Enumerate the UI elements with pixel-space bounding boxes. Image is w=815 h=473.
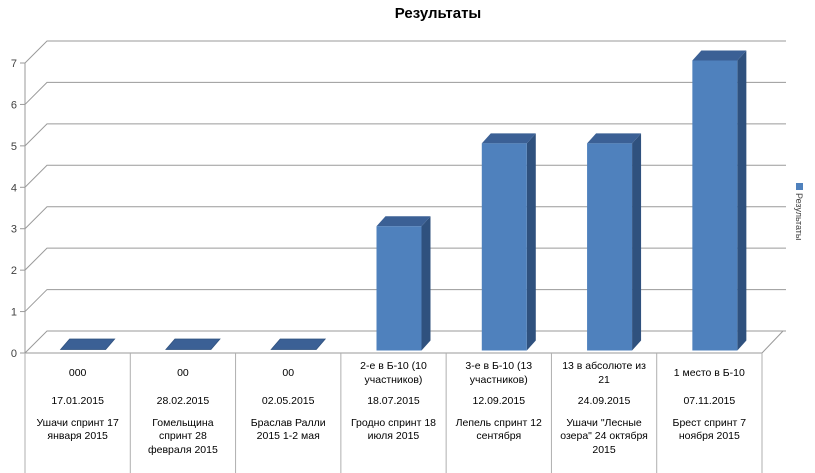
category-event-label: Браслав Ралли 2015 1-2 мая <box>250 416 326 443</box>
category-date-label: 02.05.2015 <box>261 395 315 407</box>
category-event-label: Лепель спринт 12 сентября <box>455 416 542 443</box>
gridline <box>24 123 786 147</box>
gridline <box>24 40 786 64</box>
x-axis-category: 2-е в Б-10 (10 участников) 18.07.2015 Грод… <box>341 354 446 457</box>
bar-category-3 <box>270 338 327 350</box>
x-axis-category: 1 место в Б-10 07.11.2015 Брест спринт 7 н… <box>657 354 762 457</box>
chart-title: Результаты <box>394 5 482 22</box>
category-result-label: 1 место в Б-10 <box>673 366 745 379</box>
category-result-label: 2-е в Б-10 (10 участников) <box>360 360 427 386</box>
gridline <box>24 206 786 230</box>
category-result-label: 13 в абсолюте из 21 <box>562 360 646 386</box>
y-axis-label: 0 <box>11 348 17 360</box>
bar-top-face <box>692 50 747 61</box>
category-result-label: 00 <box>282 366 295 379</box>
y-axis-label: 3 <box>11 224 17 236</box>
bar-top-face <box>376 216 431 227</box>
bar-top-face <box>587 133 642 144</box>
bar-side-face <box>421 216 431 351</box>
bar-zero-marker <box>59 338 116 350</box>
gridline <box>24 289 786 312</box>
bar-zero-marker <box>270 338 327 350</box>
bar-category-4 <box>376 216 431 351</box>
legend-series-label: Результаты <box>794 193 804 241</box>
gridline <box>24 81 786 105</box>
category-result-label: 00 <box>177 366 189 379</box>
y-axis-label: 2 <box>11 265 17 277</box>
legend-swatch-icon <box>795 183 803 190</box>
y-axis-label: 1 <box>11 307 17 319</box>
y-axis-label: 4 <box>11 182 17 194</box>
y-axis-label: 6 <box>11 99 17 111</box>
bar-category-2 <box>165 338 221 350</box>
bar-front-face <box>376 226 422 351</box>
x-axis-category: 3-е в Б-10 (13 участников) 12.09.2015 Лепе… <box>446 354 551 457</box>
category-event-label: Гродно спринт 18 июля 2015 <box>350 416 437 443</box>
category-date-label: 18.07.2015 <box>367 395 420 407</box>
legend: Результаты <box>794 183 804 240</box>
bar-side-face <box>632 133 642 351</box>
x-axis-category: 13 в абсолюте из 21 24.09.2015 Ушачи "Лесн… <box>551 354 656 457</box>
bar-side-face <box>526 133 536 351</box>
category-event-label: Ушачи "Лесные озера" 24 октября 2015 <box>560 416 648 456</box>
category-result-label: 3-е в Б-10 (13 участников) <box>465 360 533 386</box>
bar-zero-marker <box>165 338 221 350</box>
category-event-label: Гомельщина спринт 28 февраля 2015 <box>148 416 218 456</box>
category-date-label: 12.09.2015 <box>472 395 526 407</box>
bar-side-face <box>737 50 747 351</box>
bar-top-face <box>481 133 536 144</box>
floor-right-edge <box>761 330 784 354</box>
gridline <box>24 164 786 188</box>
x-axis-category: 000 17.01.2015 Ушачи спринт 17 января 2015 <box>25 354 130 457</box>
category-event-label: Ушачи спринт 17 января 2015 <box>36 416 119 443</box>
category-result-label: 000 <box>68 366 87 379</box>
bar-front-face <box>481 143 527 351</box>
category-event-label: Брест спринт 7 ноября 2015 <box>672 416 747 443</box>
bar-category-6 <box>587 133 642 351</box>
bar-front-face <box>692 60 738 351</box>
gridline <box>24 247 786 271</box>
bar-front-face <box>587 143 633 351</box>
category-date-label: 28.02.2015 <box>156 395 210 407</box>
category-date-label: 17.01.2015 <box>51 395 104 407</box>
y-axis-label: 7 <box>11 58 17 70</box>
x-axis-labels: 000 17.01.2015 Ушачи спринт 17 января 2015… <box>25 354 763 457</box>
bar-category-1 <box>59 338 116 350</box>
bar-category-7 <box>692 50 747 351</box>
category-date-label: 24.09.2015 <box>577 395 631 407</box>
x-axis-category: 00 02.05.2015 Браслав Ралли 2015 1-2 мая <box>236 354 341 457</box>
gridline <box>24 330 786 354</box>
y-axis-label: 5 <box>11 141 17 153</box>
x-axis-category: 00 28.02.2015 Гомельщина спринт 28 февраля… <box>130 354 235 457</box>
bar-category-5 <box>481 133 536 351</box>
category-date-label: 07.11.2015 <box>683 395 736 407</box>
